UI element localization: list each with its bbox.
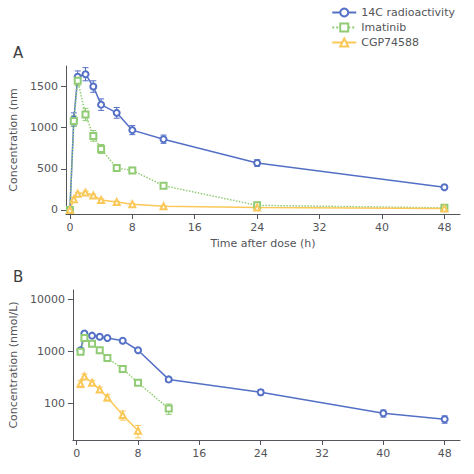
svg-text:B: B — [13, 268, 23, 286]
svg-text:CGP74588: CGP74588 — [361, 36, 419, 49]
svg-text:0: 0 — [73, 447, 80, 460]
svg-text:100: 100 — [44, 397, 65, 410]
svg-text:1500: 1500 — [30, 80, 58, 93]
svg-text:14C radioactivity: 14C radioactivity — [361, 6, 455, 19]
svg-text:16: 16 — [188, 221, 202, 234]
svg-text:1000: 1000 — [37, 345, 65, 358]
svg-text:Time after dose (h): Time after dose (h) — [209, 237, 315, 250]
svg-text:48: 48 — [437, 221, 451, 234]
svg-text:16: 16 — [192, 447, 206, 460]
svg-text:1000: 1000 — [30, 121, 58, 134]
svg-text:A: A — [13, 44, 24, 62]
svg-text:40: 40 — [375, 221, 389, 234]
svg-text:0: 0 — [51, 203, 58, 216]
svg-text:8: 8 — [129, 221, 136, 234]
svg-text:10000: 10000 — [30, 293, 65, 306]
svg-text:Imatinib: Imatinib — [361, 21, 406, 34]
svg-text:24: 24 — [250, 221, 264, 234]
svg-text:48: 48 — [438, 447, 452, 460]
svg-text:500: 500 — [37, 162, 58, 175]
svg-text:Concentration (nmol/L): Concentration (nmol/L) — [7, 301, 20, 428]
svg-text:8: 8 — [135, 447, 142, 460]
svg-text:32: 32 — [313, 221, 327, 234]
svg-text:24: 24 — [254, 447, 268, 460]
svg-text:Concentration (nm: Concentration (nm — [7, 88, 20, 191]
svg-text:0: 0 — [66, 221, 73, 234]
svg-text:40: 40 — [376, 447, 390, 460]
svg-text:32: 32 — [315, 447, 329, 460]
